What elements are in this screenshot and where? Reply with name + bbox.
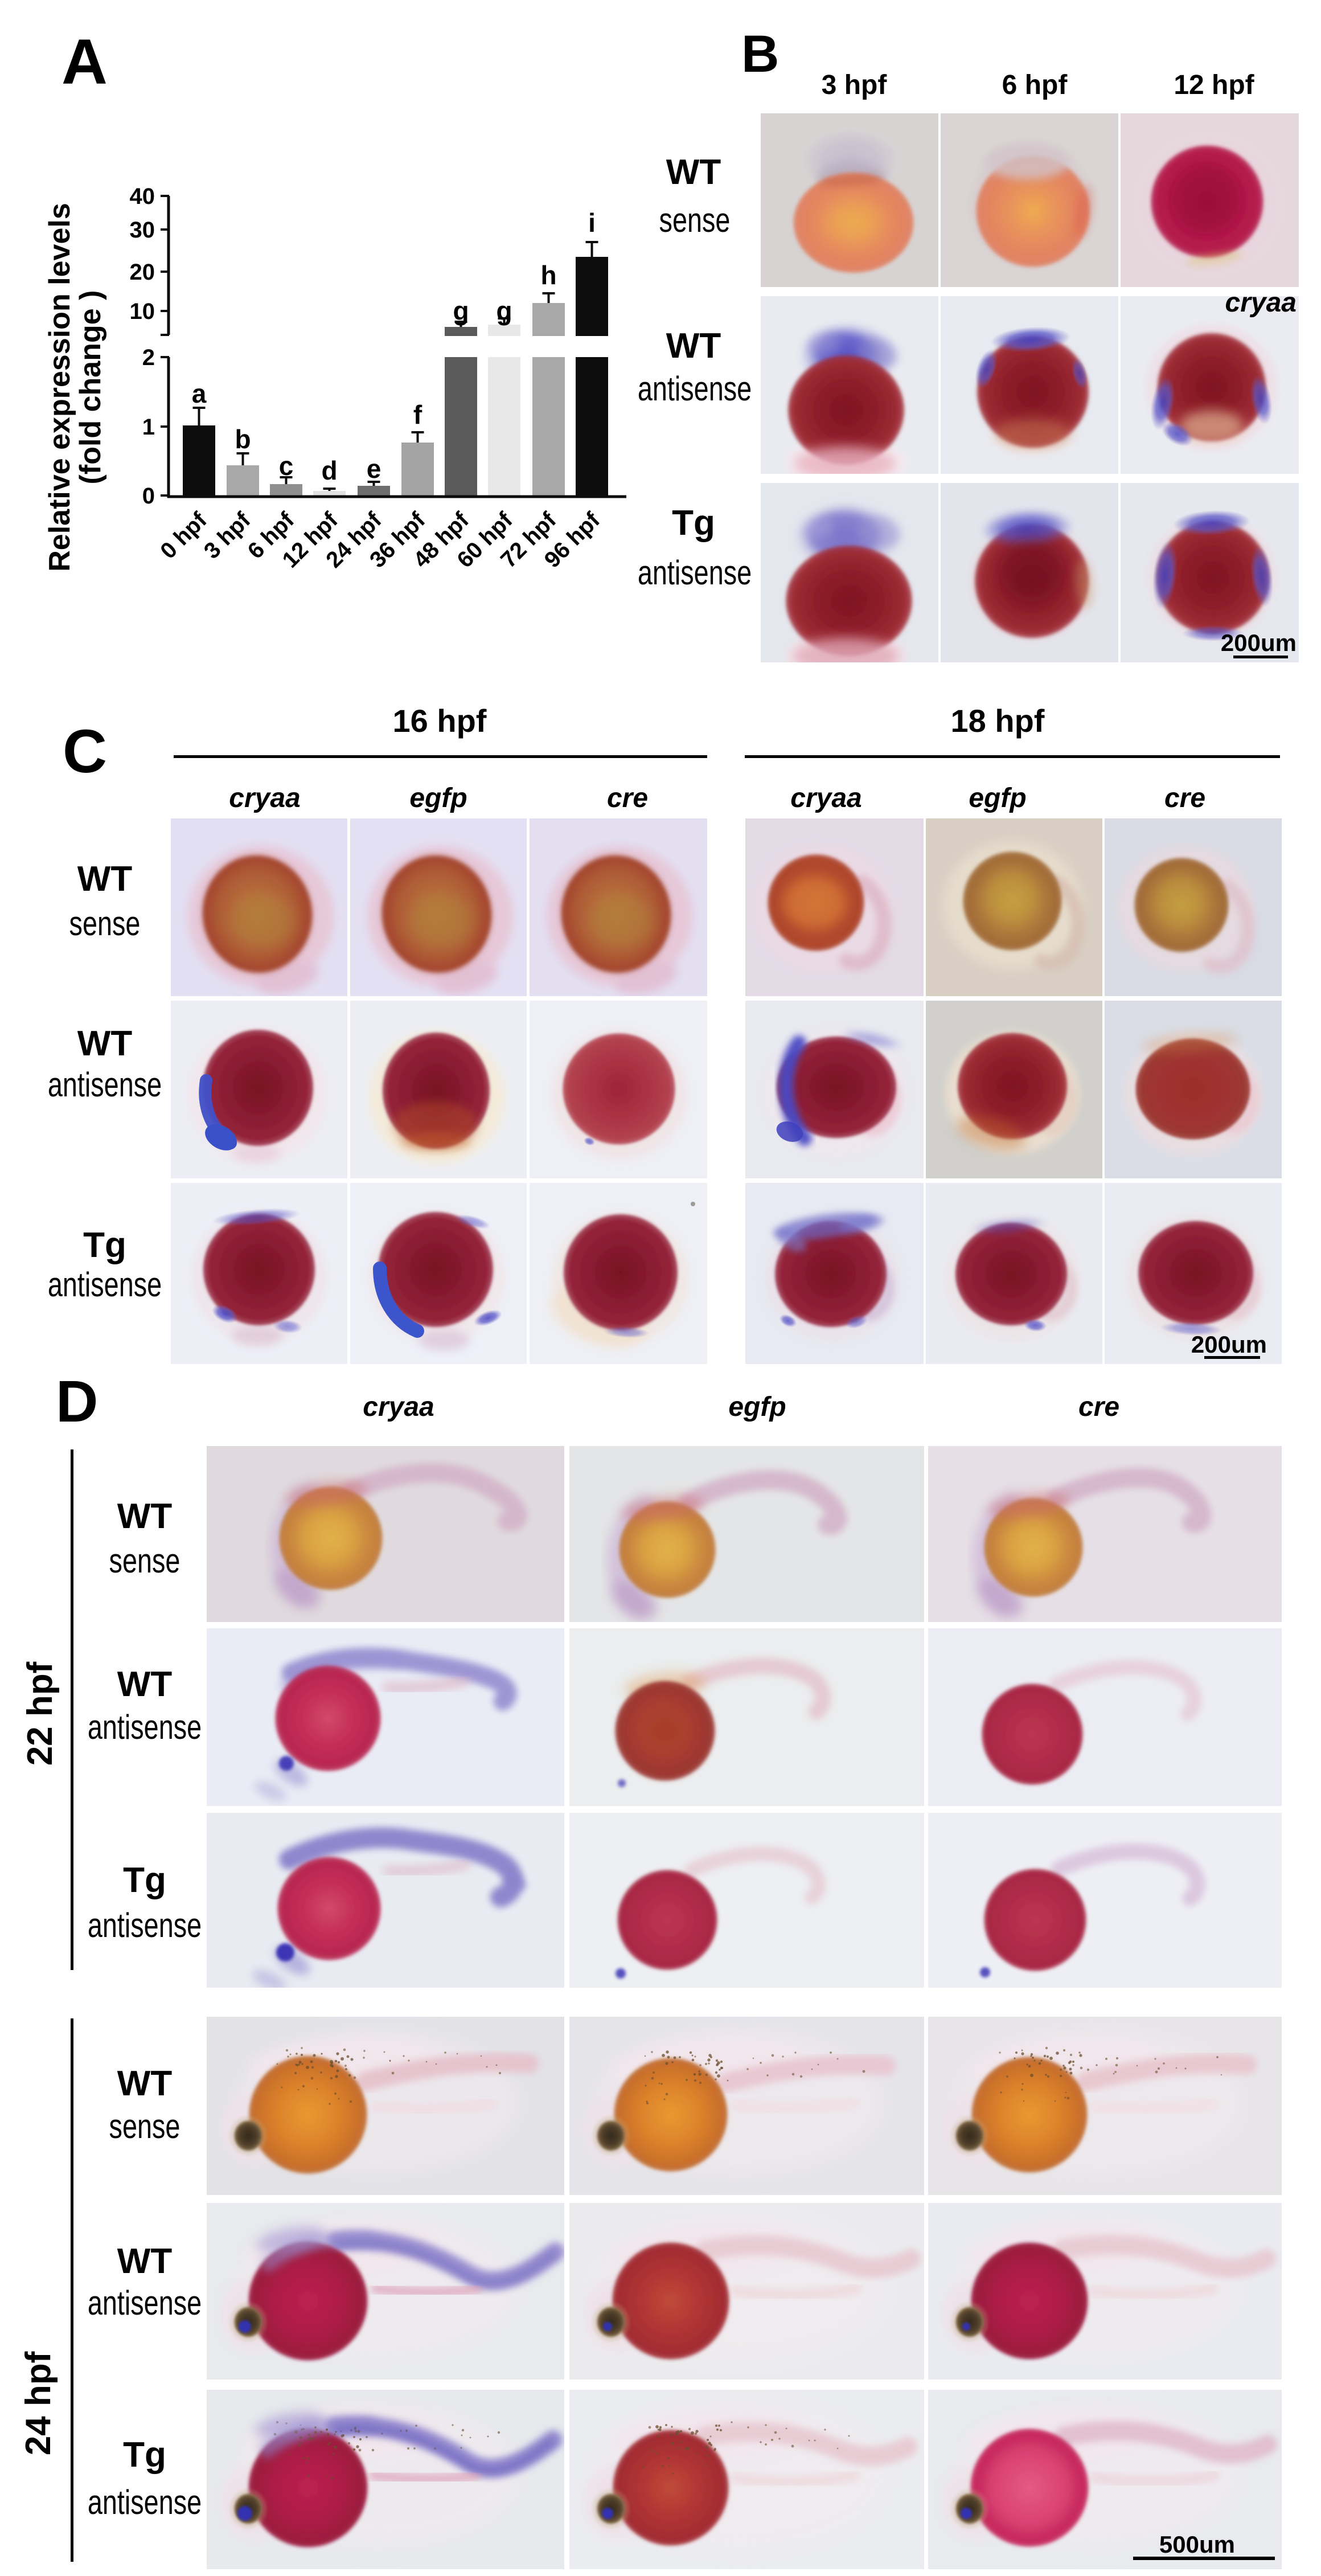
svg-text:2: 2 [142,345,155,370]
svg-text:3 hpf: 3 hpf [199,507,256,564]
svg-text:g: g [496,296,512,326]
svg-text:g: g [453,296,469,326]
svg-text:i: i [588,208,596,237]
svg-text:1: 1 [142,415,155,440]
svg-text:30: 30 [130,218,155,243]
svg-text:10: 10 [130,299,155,324]
svg-text:d: d [321,456,337,485]
svg-text:(fold change ): (fold change ) [74,290,107,485]
svg-text:a: a [192,379,207,408]
svg-text:0: 0 [142,484,155,509]
svg-text:20: 20 [130,260,155,285]
svg-text:f: f [413,400,422,429]
svg-text:0 hpf: 0 hpf [155,507,212,564]
svg-text:Relative expression levels: Relative expression levels [43,203,76,572]
svg-text:e: e [367,454,381,484]
svg-text:b: b [235,424,251,454]
svg-text:h: h [540,260,556,290]
svg-text:40: 40 [130,184,155,209]
svg-text:c: c [279,451,294,481]
